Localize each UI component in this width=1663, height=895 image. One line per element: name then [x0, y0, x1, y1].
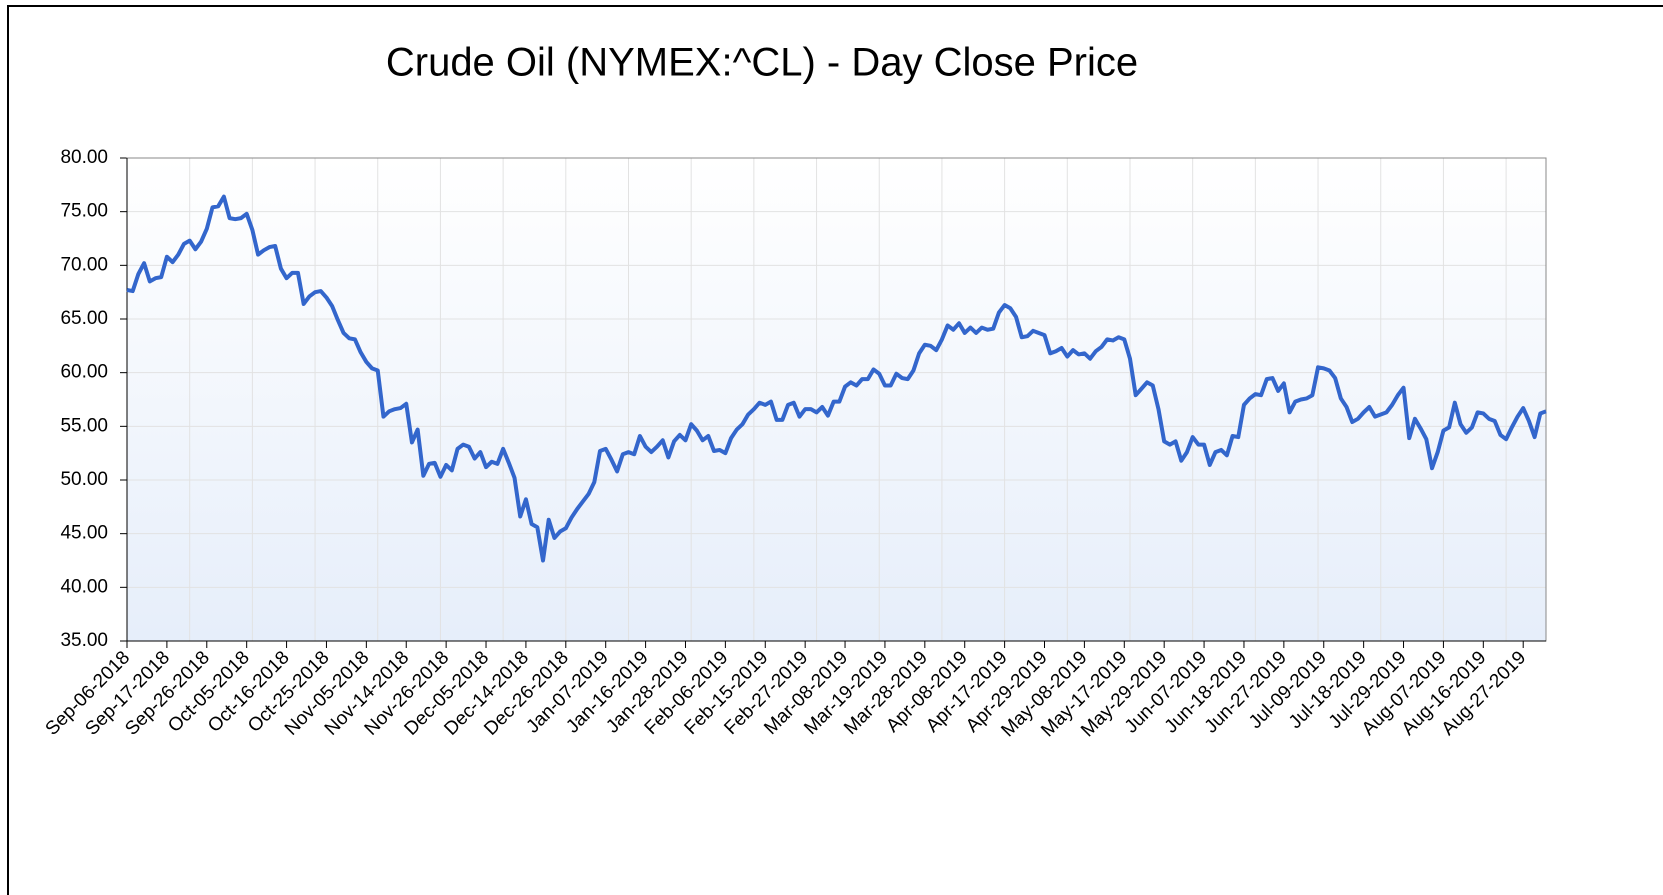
y-tick-label: 35.00: [60, 630, 108, 651]
y-tick-label: 80.00: [60, 147, 108, 168]
frame: [7, 5, 1663, 895]
y-tick-label: 45.00: [60, 523, 108, 544]
y-tick-label: 55.00: [60, 415, 108, 436]
y-tick-label: 40.00: [60, 576, 108, 597]
chart-title: Crude Oil (NYMEX:^CL) - Day Close Price: [386, 41, 1138, 85]
y-tick-label: 60.00: [60, 362, 108, 383]
y-tick-label: 65.00: [60, 308, 108, 329]
plot-area: [127, 158, 1546, 641]
y-tick-label: 75.00: [60, 201, 108, 222]
y-tick-label: 50.00: [60, 469, 108, 490]
price-line: [126, 194, 1547, 563]
y-tick-label: 70.00: [60, 254, 108, 275]
